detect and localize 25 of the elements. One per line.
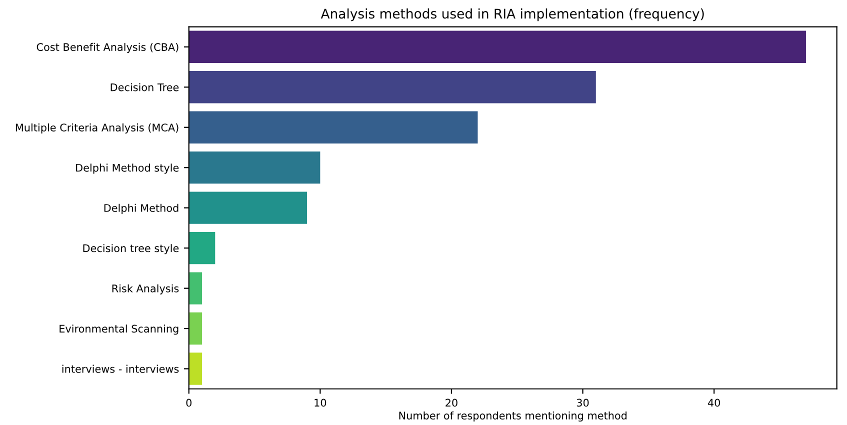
bar — [188, 111, 478, 144]
y-tick-label: interviews - interviews — [62, 364, 179, 373]
bar — [188, 232, 216, 264]
y-tick-label: Delphi Method style — [76, 164, 179, 174]
y-tick-label: Cost Benefit Analysis (CBA) — [36, 42, 178, 54]
x-tick-label: 30 — [576, 398, 589, 407]
y-tick-label: Delphi Method — [104, 204, 178, 214]
bar — [188, 192, 308, 224]
x-tick-label: 0 — [186, 398, 192, 407]
y-tick-label: Decision tree style — [83, 244, 179, 254]
x-tick-label: 40 — [708, 398, 720, 407]
bar — [188, 152, 320, 184]
bar — [188, 272, 202, 304]
x-tick-label: 20 — [446, 398, 458, 407]
y-tick-label: Evironmental Scanning — [60, 324, 178, 335]
y-tick-label: Decision Tree — [110, 83, 179, 92]
bar — [188, 352, 202, 385]
x-axis-title: Number of respondents mentioning method — [399, 411, 627, 422]
bar — [188, 71, 596, 104]
bar — [188, 30, 806, 63]
y-tick-label: Risk Analysis — [112, 284, 179, 294]
y-tick-label: Multiple Criteria Analysis (MCA) — [16, 123, 178, 134]
chart-title: Analysis methods used in RIA implementation (frequency) — [320, 8, 704, 22]
x-tick-label: 10 — [314, 398, 326, 407]
bar — [188, 312, 202, 345]
